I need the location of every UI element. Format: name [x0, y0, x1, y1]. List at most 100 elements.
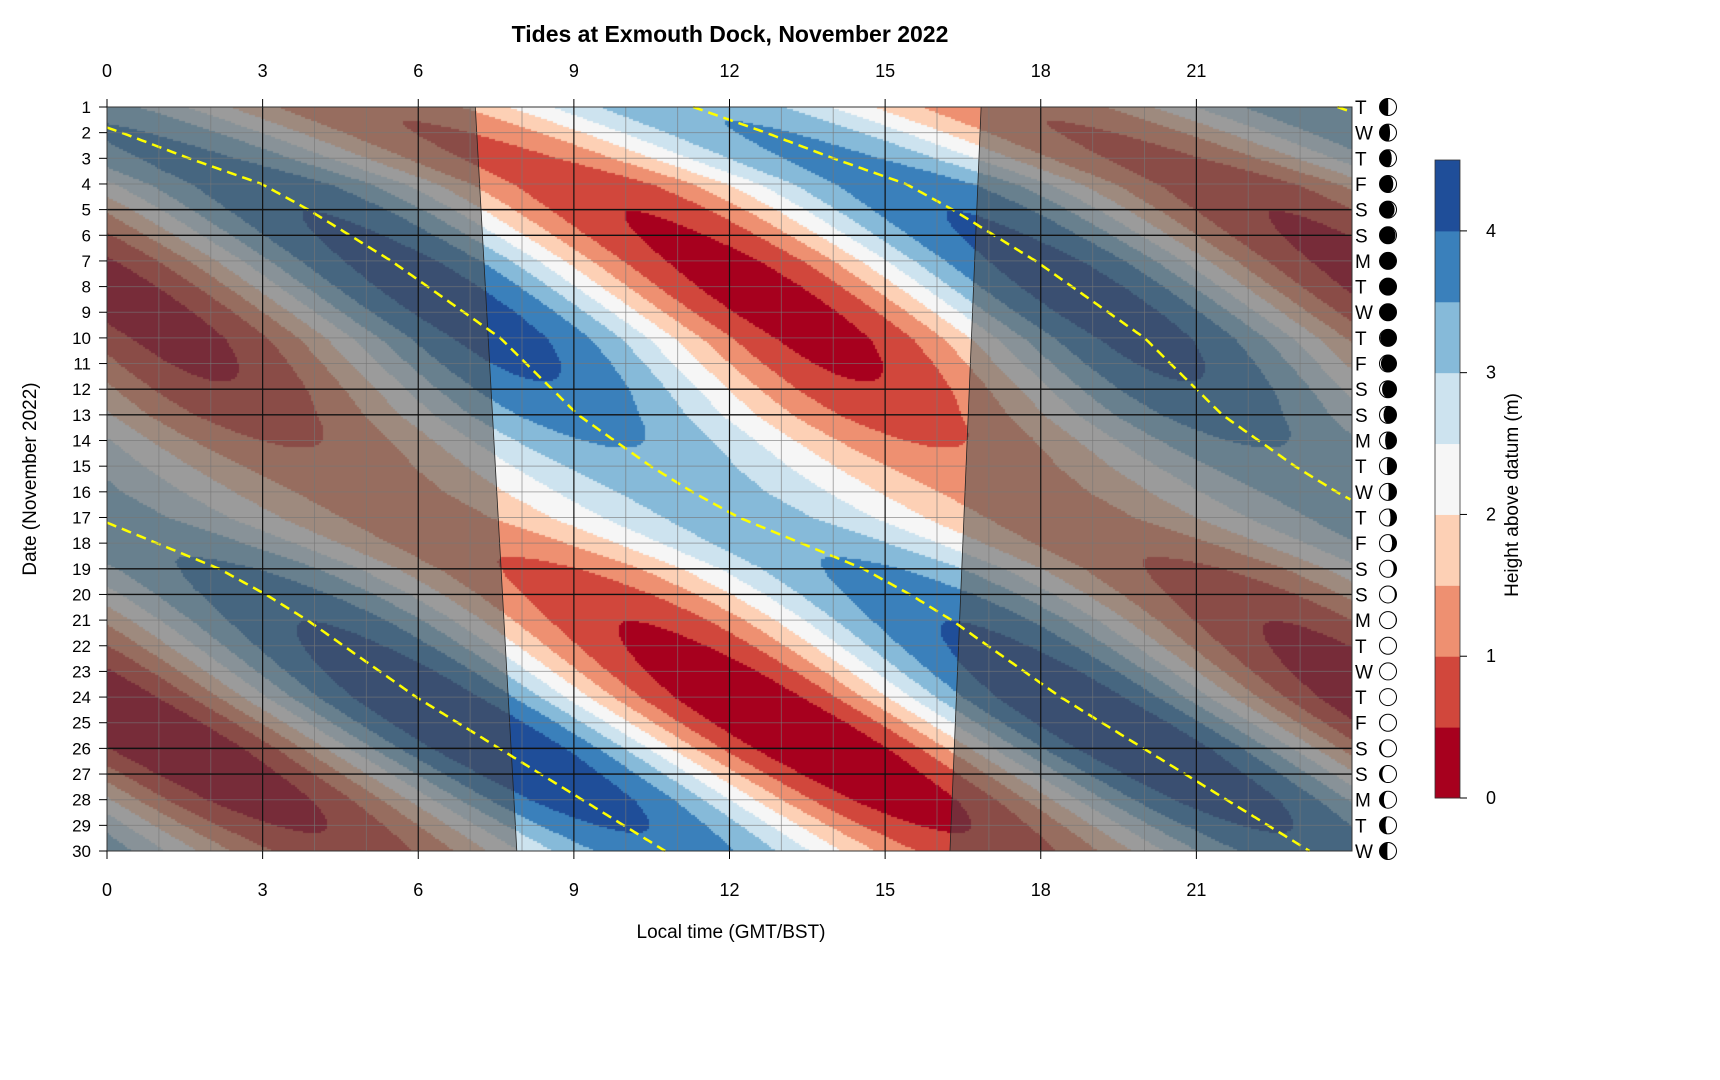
- x-tick-label-bottom: 6: [413, 880, 423, 900]
- y-tick-label: 22: [72, 637, 91, 656]
- moon-shadow: [1379, 252, 1397, 270]
- high-tide-segment: [1337, 105, 1349, 112]
- moon-shadow: [1379, 278, 1397, 296]
- colorbar: 0 1 2 3 4: [1434, 159, 1496, 808]
- moon-phase-icon: [1379, 303, 1397, 322]
- y-tick-label: 10: [72, 329, 91, 348]
- moon-phase-icon: [1379, 149, 1397, 168]
- weekday-letter: M: [1355, 432, 1371, 453]
- y-tick-label: 21: [72, 611, 91, 630]
- y-tick-label: 25: [72, 714, 91, 733]
- weekday-letter: T: [1355, 98, 1367, 119]
- weekday-letter: T: [1355, 637, 1367, 658]
- colorbar-swatch: [1435, 656, 1460, 728]
- weekday-letter: T: [1355, 816, 1367, 837]
- moon-shadow: [1379, 175, 1394, 193]
- y-tick-label: 3: [82, 149, 91, 168]
- night-shading: [106, 106, 1353, 852]
- x-tick-label-top: 6: [413, 61, 423, 81]
- moon-shadow: [1379, 226, 1396, 244]
- weekday-letter: F: [1355, 175, 1367, 196]
- weekday-letter: S: [1355, 765, 1368, 786]
- moon-phase-icon: [1379, 842, 1397, 860]
- y-tick-label: 2: [82, 124, 91, 143]
- chart-title: Tides at Exmouth Dock, November 2022: [512, 21, 949, 47]
- colorbar-swatch: [1435, 443, 1460, 515]
- y-tick-label: 19: [72, 560, 91, 579]
- moon-shadow: [1388, 508, 1397, 526]
- weekday-letter: T: [1355, 278, 1367, 299]
- y-tick-label: 12: [72, 380, 91, 399]
- y-tick-label: 24: [72, 688, 91, 707]
- weekday-letter: W: [1355, 842, 1373, 863]
- y-tick-label: 13: [72, 406, 91, 425]
- colorbar-tick-label: 1: [1486, 646, 1496, 666]
- moon-phase-icon: [1379, 380, 1397, 399]
- moon-phase-icon: [1379, 765, 1397, 784]
- moon-shadow: [1379, 842, 1388, 860]
- moon-phase-icon: [1379, 790, 1397, 809]
- moon-phase-icon: [1379, 585, 1397, 604]
- high-tide-segment: [106, 521, 666, 853]
- weekday-letter: M: [1355, 791, 1371, 812]
- moon-phase-icon: [1379, 688, 1397, 707]
- weekday-letter: T: [1355, 508, 1367, 529]
- moon-shadow: [1379, 791, 1388, 809]
- y-tick-label: 26: [72, 739, 91, 758]
- high-tide-line: [106, 105, 1352, 853]
- y-tick-label: 14: [72, 432, 91, 451]
- weekday-letter: M: [1355, 611, 1371, 632]
- axes: 0033669912121515181821211234567891011121…: [72, 61, 1206, 900]
- colorbar-swatch: [1435, 301, 1460, 374]
- x-tick-label-bottom: 12: [719, 880, 739, 900]
- moon-phase-icon: [1379, 534, 1397, 553]
- weekday-letter: W: [1355, 303, 1373, 324]
- colorbar-swatch: [1435, 585, 1460, 657]
- moon-shadow: [1386, 457, 1397, 475]
- moon-phase-icon: [1379, 713, 1397, 732]
- moon-shadow: [1379, 98, 1389, 116]
- weekday-letter: S: [1355, 226, 1368, 247]
- weekday-letter: F: [1355, 714, 1367, 735]
- weekday-letter: W: [1355, 662, 1373, 683]
- moon-phase-icon: [1379, 405, 1397, 424]
- colorbar-tick-label: 4: [1486, 221, 1496, 241]
- weekday-letter: S: [1355, 560, 1368, 581]
- weekday-letter: M: [1355, 252, 1371, 273]
- moon-phase-icon: [1379, 739, 1397, 758]
- colorbar-swatch: [1435, 372, 1460, 445]
- colorbar-frame: [1434, 159, 1461, 799]
- moon-phase-icon: [1379, 482, 1397, 501]
- moon-phase-icon: [1379, 611, 1397, 630]
- weekday-letter: W: [1355, 483, 1373, 504]
- moon-phase-icon: [1379, 123, 1397, 142]
- moon-phase-icon: [1379, 174, 1397, 193]
- colorbar-swatch: [1435, 230, 1460, 303]
- y-tick-label: 5: [82, 201, 91, 220]
- weekday-letter: S: [1355, 406, 1368, 427]
- y-tick-label: 8: [82, 278, 91, 297]
- weekday-letter: T: [1355, 329, 1367, 350]
- x-tick-label-top: 21: [1186, 61, 1206, 81]
- high-tide-segment: [692, 105, 1352, 501]
- moon-shadow: [1385, 432, 1397, 450]
- weekday-letter: S: [1355, 201, 1368, 222]
- night-shade-morning: [106, 106, 518, 852]
- moon-shadow: [1388, 483, 1397, 501]
- x-tick-label-top: 0: [102, 61, 112, 81]
- y-tick-label: 28: [72, 791, 91, 810]
- colorbar-swatch: [1435, 160, 1460, 232]
- y-tick-label: 7: [82, 252, 91, 271]
- x-tick-label-top: 9: [569, 61, 579, 81]
- moon-shadow: [1379, 303, 1397, 321]
- x-tick-label-bottom: 3: [258, 880, 268, 900]
- x-tick-label-bottom: 9: [569, 880, 579, 900]
- moon-phase-icon: [1379, 226, 1397, 245]
- x-tick-label-top: 3: [258, 61, 268, 81]
- moon-phase-icon: [1379, 98, 1397, 116]
- moon-shadow: [1379, 201, 1395, 219]
- moon-phase-icon: [1379, 354, 1397, 373]
- moon-disc: [1379, 662, 1397, 681]
